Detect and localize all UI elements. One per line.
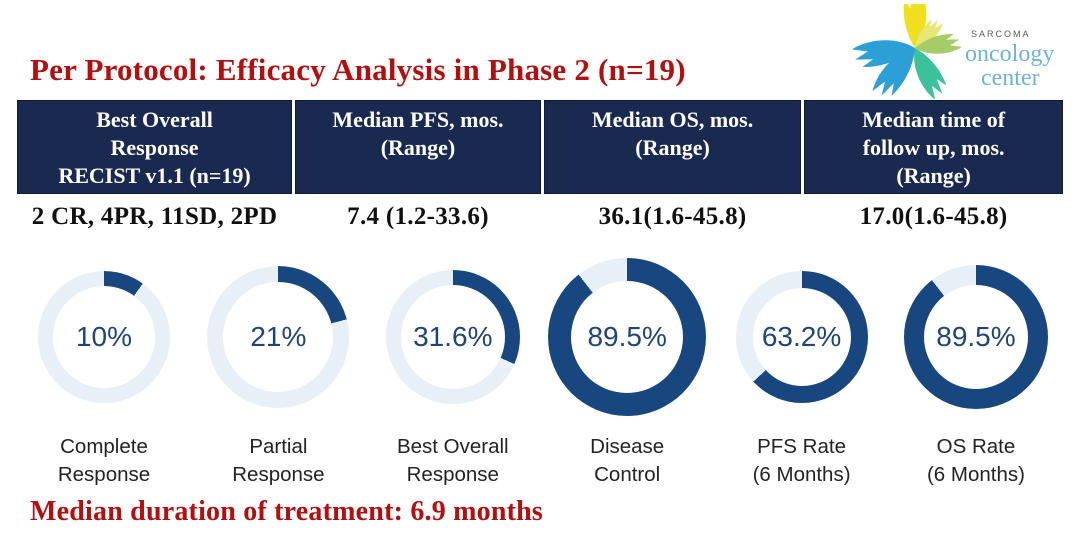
- logo-text: SARCOMA oncology center: [965, 29, 1055, 91]
- header-median-os: Median OS, mos. (Range): [543, 100, 802, 194]
- donut-caption: Complete Response: [57, 435, 151, 486]
- efficacy-table: Best Overall Response RECIST v1.1 (n=19)…: [17, 100, 1063, 231]
- median-duration-note: Median duration of treatment: 6.9 months: [30, 496, 544, 527]
- donut-caption: PFS Rate (6 Months): [752, 435, 851, 486]
- donut-caption: OS Rate (6 Months): [926, 435, 1025, 486]
- donut-caption: Best Overall Response: [396, 435, 509, 486]
- value-median-os: 36.1(1.6-45.8): [598, 203, 747, 230]
- value-median-pfs: 7.4 (1.2-33.6): [347, 203, 489, 230]
- donut-percent-label: 89.5%: [587, 321, 667, 352]
- donut-caption: Partial Response: [232, 435, 325, 486]
- donut-percent-label: 21%: [250, 321, 307, 352]
- donut-caption: Disease Control: [590, 435, 665, 486]
- donut-percent-label: 63.2%: [761, 321, 842, 352]
- table-value-row: 2 CR, 4PR, 11SD, 2PD 7.4 (1.2-33.6) 36.1…: [17, 194, 1063, 231]
- donut-ring: 21%: [207, 266, 350, 408]
- sarcoma-oncology-logo: SARCOMA oncology center: [853, 4, 1068, 99]
- donut-best-overall-response: 31.6% Best Overall Response: [371, 252, 535, 488]
- donut-ring: 10%: [38, 271, 170, 403]
- header-best-overall-response: Best Overall Response RECIST v1.1 (n=19): [17, 100, 293, 194]
- header-median-pfs: Median PFS, mos. (Range): [295, 100, 541, 194]
- donut-percent-label: 89.5%: [936, 321, 1016, 352]
- page-title: Per Protocol: Efficacy Analysis in Phase…: [30, 52, 686, 87]
- palm-tree-icon: [853, 4, 963, 99]
- donut-ring: 89.5%: [903, 265, 1048, 409]
- donut-ring: 89.5%: [548, 258, 707, 416]
- donut-disease-control: 89.5% Disease Control: [545, 252, 709, 488]
- header-median-follow-up: Median time of follow up, mos. (Range): [804, 100, 1063, 194]
- logo-org-line2: center: [981, 65, 1040, 91]
- value-best-overall-response: 2 CR, 4PR, 11SD, 2PD: [31, 203, 278, 230]
- donut-percent-label: 10%: [75, 321, 133, 352]
- donut-chart-row: 10% Complete Response 21% Partial Respon…: [22, 252, 1058, 488]
- value-median-follow-up: 17.0(1.6-45.8): [859, 203, 1008, 230]
- donut-ring: 63.2%: [735, 271, 868, 403]
- donut-os-rate: 89.5% OS Rate (6 Months): [894, 252, 1058, 488]
- donut-pfs-rate: 63.2% PFS Rate (6 Months): [720, 252, 884, 488]
- table-header-row: Best Overall Response RECIST v1.1 (n=19)…: [17, 100, 1063, 194]
- logo-org-line1: oncology: [965, 41, 1055, 67]
- donut-partial-response: 21% Partial Response: [196, 252, 360, 488]
- donut-ring: 31.6%: [385, 270, 520, 404]
- donut-percent-label: 31.6%: [413, 321, 493, 352]
- logo-org-small: SARCOMA: [971, 29, 1031, 39]
- donut-complete-response: 10% Complete Response: [22, 252, 186, 488]
